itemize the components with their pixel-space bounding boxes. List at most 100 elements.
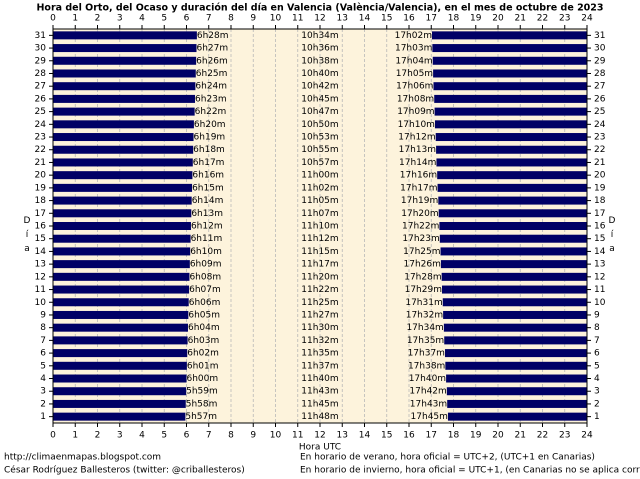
- y-tick-label: 5: [594, 361, 600, 371]
- y-tick-label: 24: [594, 120, 606, 130]
- daylength-label: 11h07m: [301, 209, 338, 219]
- daylength-label: 11h27m: [301, 310, 338, 320]
- night-bar: [53, 69, 196, 78]
- y-tick-label: 16: [35, 222, 47, 232]
- sunset-label: 17h10m: [398, 120, 435, 130]
- night-bar: [434, 107, 587, 116]
- y-tick-label: 23: [594, 133, 605, 143]
- daylength-label: 10h57m: [301, 158, 338, 168]
- y-tick-label: 20: [594, 171, 606, 181]
- sunrise-label: 6h27m: [197, 44, 229, 54]
- daylength-label: 11h20m: [301, 272, 338, 282]
- y-tick-label: 25: [35, 107, 46, 117]
- sunrise-label: 6h00m: [187, 374, 219, 384]
- night-bar: [438, 209, 587, 218]
- sunset-label: 17h08m: [397, 94, 434, 104]
- night-bar: [53, 171, 193, 180]
- daylength-label: 11h12m: [301, 234, 338, 244]
- sunrise-label: 6h18m: [193, 145, 225, 155]
- sunset-label: 17h16m: [400, 171, 437, 181]
- sunset-label: 17h43m: [410, 399, 447, 409]
- night-bar: [446, 387, 587, 396]
- night-bar: [439, 222, 587, 230]
- daylength-label: 11h45m: [301, 399, 338, 409]
- night-bar: [441, 272, 587, 281]
- sunset-label: 17h35m: [407, 336, 444, 346]
- sunrise-label: 6h16m: [192, 171, 224, 181]
- y-tick-label: 30: [35, 44, 47, 54]
- sunrise-label: 6h11m: [191, 234, 223, 244]
- sunset-label: 17h23m: [402, 234, 439, 244]
- night-bar: [443, 310, 587, 319]
- x-tick-label: 15: [381, 14, 392, 24]
- x-tick-label: 13: [337, 14, 348, 24]
- night-bar: [435, 133, 587, 142]
- x-tick-label: 20: [492, 14, 504, 24]
- footer-right: En horario de verano, hora oficial = UTC…: [300, 453, 595, 463]
- x-tick-label: 7: [206, 431, 212, 441]
- y-tick-label: 22: [35, 145, 46, 155]
- night-bar: [446, 374, 587, 383]
- night-bar: [53, 196, 192, 205]
- y-tick-label: 2: [594, 399, 600, 409]
- sunrise-label: 6h28m: [197, 31, 229, 41]
- sunset-label: 17h34m: [406, 323, 443, 333]
- night-bar: [440, 260, 587, 269]
- sunrise-label: 5h59m: [186, 387, 218, 397]
- night-bar: [439, 234, 587, 243]
- daylength-label: 11h40m: [301, 374, 338, 384]
- y-tick-label: 9: [594, 310, 600, 320]
- x-tick-label: 16: [403, 431, 415, 441]
- x-tick-label: 4: [139, 431, 145, 441]
- x-tick-label: 12: [314, 431, 325, 441]
- sunset-label: 17h40m: [409, 374, 446, 384]
- x-tick-label: 1: [72, 431, 78, 441]
- night-bar: [53, 247, 191, 256]
- night-bar: [53, 222, 191, 230]
- y-tick-label: 15: [35, 234, 46, 244]
- night-bar: [53, 183, 193, 192]
- x-tick-label: 23: [559, 14, 570, 24]
- x-tick-label: 14: [359, 431, 371, 441]
- daylength-label: 11h25m: [301, 298, 338, 308]
- x-tick-label: 22: [537, 431, 548, 441]
- y-tick-label: 4: [40, 374, 46, 384]
- y-tick-label: 25: [594, 107, 605, 117]
- sunset-label: 17h14m: [399, 158, 436, 168]
- daylength-label: 10h47m: [301, 107, 338, 117]
- y-tick-label: 15: [594, 234, 605, 244]
- night-bar: [434, 120, 587, 129]
- x-tick-label: 1: [72, 14, 78, 24]
- daylength-label: 10h55m: [301, 145, 338, 155]
- footer-left: César Rodríguez Ballesteros (twitter: @c…: [4, 465, 245, 476]
- y-tick-label: 27: [594, 82, 605, 92]
- sunset-label: 17h20m: [401, 209, 438, 219]
- x-tick-label: 16: [403, 14, 415, 24]
- x-tick-label: 2: [95, 14, 101, 24]
- sunrise-label: 5h57m: [185, 412, 217, 422]
- night-bar: [53, 145, 194, 154]
- sunrise-label: 6h24m: [195, 82, 227, 92]
- sunrise-label: 6h14m: [192, 196, 224, 206]
- night-bar: [53, 44, 197, 53]
- y-tick-label: 11: [35, 285, 46, 295]
- y-tick-label: 18: [35, 196, 47, 206]
- daylength-label: 10h53m: [301, 133, 338, 143]
- daylength-label: 11h15m: [301, 247, 338, 257]
- daylength-label: 11h22m: [301, 285, 338, 295]
- y-tick-label: 6: [594, 349, 600, 359]
- night-bar: [53, 387, 187, 396]
- sunrise-label: 6h13m: [191, 209, 223, 219]
- y-tick-label: 12: [594, 272, 605, 282]
- x-tick-label: 17: [426, 14, 437, 24]
- night-bar: [433, 69, 587, 78]
- x-tick-label: 7: [206, 14, 212, 24]
- sunset-label: 17h09m: [397, 107, 434, 117]
- night-bar: [53, 272, 190, 281]
- sunrise-label: 6h15m: [192, 183, 224, 193]
- y-tick-label: 2: [40, 399, 46, 409]
- daylength-label: 11h10m: [301, 222, 338, 232]
- sunrise-label: 6h08m: [189, 272, 221, 282]
- sunrise-label: 6h01m: [187, 361, 219, 371]
- sunrise-label: 6h25m: [196, 69, 228, 79]
